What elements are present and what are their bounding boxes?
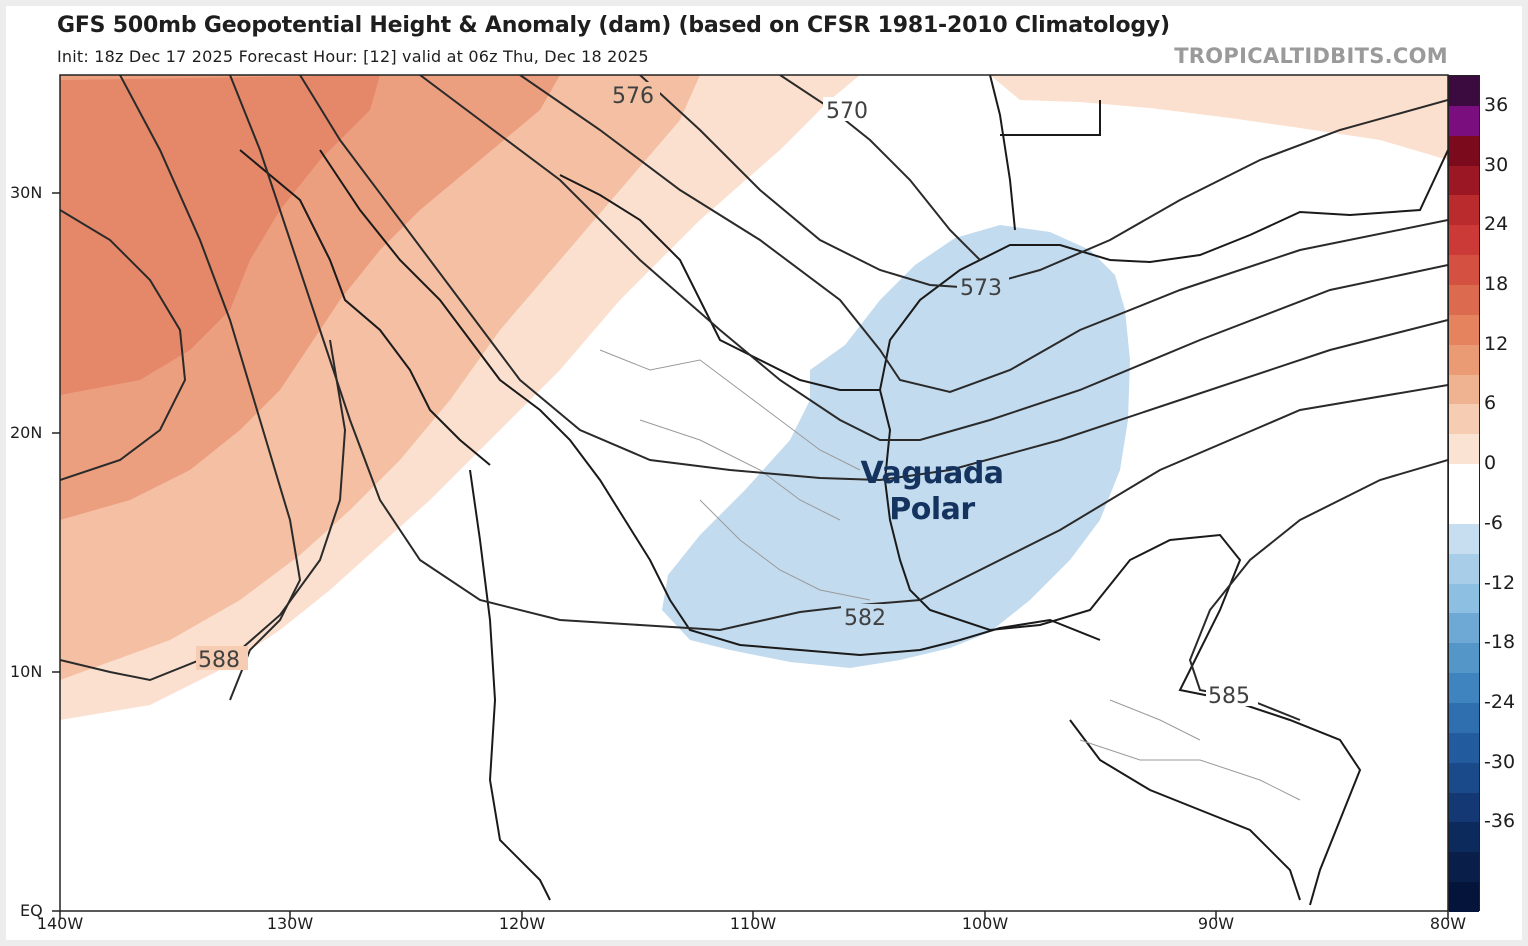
- colorbar-segment: [1449, 523, 1479, 555]
- lat-label-eq: EQ: [20, 901, 43, 920]
- colorbar-segment: [1449, 643, 1479, 674]
- colorbar-segment: [1449, 553, 1479, 585]
- colorbar-segment: [1449, 404, 1479, 435]
- colorbar-tick-label: -6: [1484, 511, 1503, 534]
- contour-588-sw: [60, 339, 347, 682]
- colorbar-segment: [1449, 673, 1479, 704]
- contour-573: [519, 75, 1448, 394]
- lat-label-10n: 10N: [10, 662, 43, 681]
- contour-585: [119, 75, 302, 701]
- colorbar-segment: [1449, 762, 1479, 794]
- colorbar-segment: [1449, 583, 1479, 614]
- state-borders: [599, 349, 1301, 801]
- lon-label-110w: 110W: [729, 914, 777, 933]
- colorbar-tick-label: 30: [1484, 153, 1509, 176]
- colorbar-segment: [1449, 105, 1479, 137]
- lat-label-20n: 20N: [10, 423, 43, 442]
- colorbar-segment: [1449, 165, 1479, 196]
- colorbar-tick-label: 0: [1484, 452, 1497, 475]
- source-credit: TROPICALTIDBITS.COM: [1174, 44, 1448, 68]
- lon-label-130w: 130W: [266, 914, 314, 933]
- colorbar-tick-label: 24: [1484, 213, 1509, 236]
- contour-label-585: 585: [1208, 684, 1250, 709]
- colorbar-segment: [1449, 822, 1479, 853]
- lon-label-90w: 90W: [1197, 914, 1235, 933]
- colorbar-tick-label: -36: [1484, 810, 1516, 833]
- colorbar-tick-label: 6: [1484, 392, 1497, 415]
- colorbar-segment: [1449, 882, 1479, 913]
- colorbar-segment: [1449, 464, 1479, 496]
- anomaly-colorbar: [1448, 75, 1480, 913]
- contour-582: [229, 75, 1448, 632]
- colorbar-segment: [1449, 76, 1479, 107]
- anomaly-positive-6-ne: [990, 75, 1448, 160]
- contour-label-576: 576: [612, 84, 654, 109]
- contour-label-582: 582: [844, 606, 886, 631]
- figure-subtitle: Init: 18z Dec 17 2025 Forecast Hour: [12…: [57, 47, 649, 66]
- contour-labels: 576 570 573 582 585 588: [196, 82, 1258, 709]
- contour-570-upper: [779, 75, 981, 261]
- contour-label-570: 570: [826, 99, 868, 124]
- anomaly-positive-24: [60, 75, 380, 395]
- colorbar-segment: [1449, 225, 1479, 256]
- trough-annotation-line2: Polar: [889, 492, 975, 527]
- anomaly-negative-6: [662, 225, 1130, 668]
- lon-label-100w: 100W: [961, 914, 1009, 933]
- colorbar-segment: [1449, 852, 1479, 883]
- colorbar-segment: [1449, 732, 1479, 764]
- colorbar-tick-label: -18: [1484, 631, 1516, 654]
- figure-title: GFS 500mb Geopotential Height & Anomaly …: [57, 13, 1170, 38]
- contour-label-573: 573: [960, 276, 1002, 301]
- colorbar-segment: [1449, 195, 1479, 226]
- colorbar-segment: [1449, 255, 1479, 286]
- colorbar-segment: [1449, 494, 1479, 525]
- contour-576: [419, 75, 1448, 441]
- colorbar-segment: [1449, 703, 1479, 734]
- colorbar-segment: [1449, 285, 1479, 316]
- colorbar-segment: [1449, 792, 1479, 823]
- colorbar-tick-label: 18: [1484, 273, 1509, 295]
- contour-588: [60, 209, 187, 481]
- lat-label-30n: 30N: [10, 183, 43, 202]
- colorbar-segment: [1449, 434, 1479, 465]
- lon-label-140w: 140W: [36, 914, 84, 933]
- lon-label-120w: 120W: [498, 914, 546, 933]
- colorbar-segment: [1449, 135, 1479, 167]
- colorbar-tick-label: -12: [1484, 571, 1516, 594]
- colorbar-segment: [1449, 314, 1479, 346]
- colorbar-tick-label: 36: [1484, 93, 1509, 116]
- trough-annotation: Vaguada Polar: [860, 456, 1004, 528]
- coastlines: [239, 75, 1448, 906]
- colorbar-segment: [1449, 374, 1479, 405]
- colorbar-tick-label: 12: [1484, 332, 1509, 355]
- axis-ticks: [52, 192, 1449, 919]
- trough-annotation-line1: Vaguada: [860, 456, 1004, 491]
- map-plot-area: 576 570 573 582 585 588: [60, 75, 1448, 911]
- lon-label-80w: 80W: [1429, 914, 1467, 933]
- colorbar-segment: [1449, 613, 1479, 644]
- contour-label-588: 588: [198, 648, 240, 673]
- colorbar-tick-label: -24: [1484, 691, 1516, 713]
- colorbar-tick-label: -30: [1484, 750, 1516, 773]
- colorbar-segment: [1449, 344, 1479, 376]
- contour-579: [299, 75, 1448, 482]
